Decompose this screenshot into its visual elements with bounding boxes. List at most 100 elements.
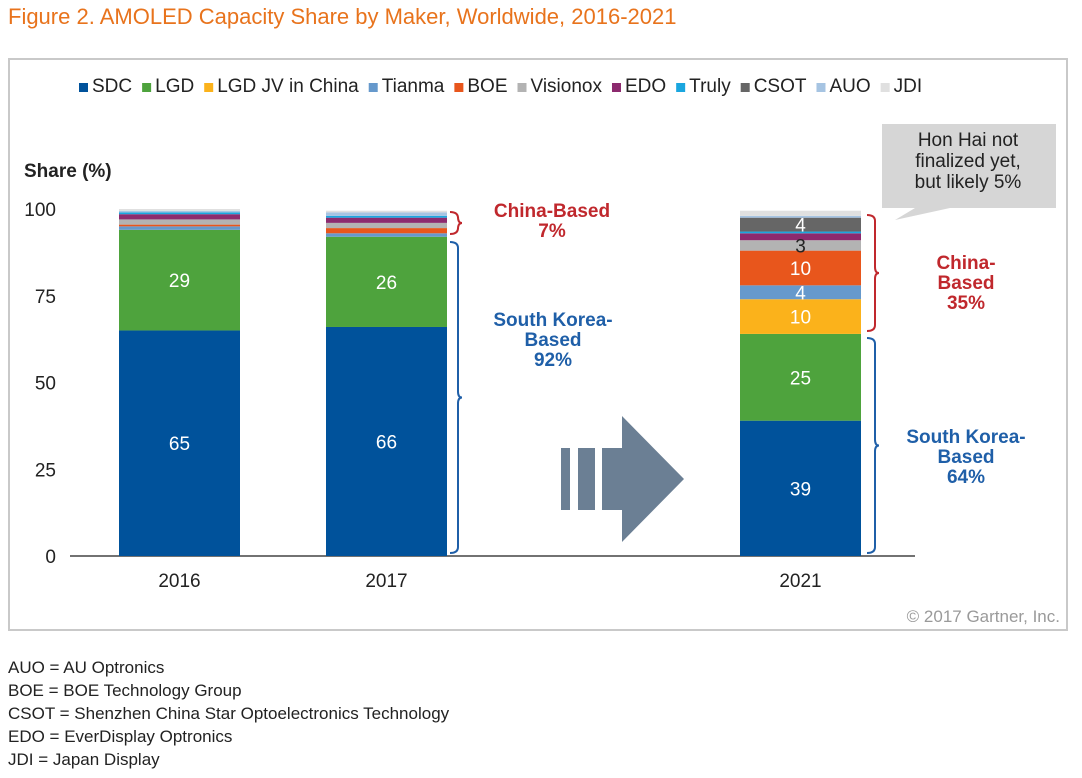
y-tick-label-0: 0 xyxy=(45,547,56,568)
brace-korea-2021 xyxy=(866,337,880,554)
bar-2017-jdi xyxy=(326,210,447,213)
bar-2016-boe xyxy=(119,224,240,227)
callout-box xyxy=(882,124,1056,220)
data-label-9: 3 xyxy=(795,236,806,257)
y-tick-label-1: 25 xyxy=(35,460,56,481)
legend-swatch-6 xyxy=(611,83,621,92)
x-tick-label-2021: 2021 xyxy=(779,571,821,592)
figure-title: Figure 2. AMOLED Capacity Share by Maker… xyxy=(8,4,677,29)
legend-swatch-7 xyxy=(676,83,686,92)
callout-line-2: but likely 5% xyxy=(915,172,1022,193)
bar-2021-auo xyxy=(740,215,861,218)
y-tick-label-3: 75 xyxy=(35,287,56,308)
arrow-stripe-2 xyxy=(578,448,595,510)
bar-2017-visionox xyxy=(326,222,447,229)
callout-line-1: finalized yet, xyxy=(915,151,1021,172)
legend-swatch-0 xyxy=(79,83,88,92)
legend-label-3: Tianma xyxy=(382,76,445,97)
x-tick-label-2017: 2017 xyxy=(365,571,407,592)
bar-2021-edo xyxy=(740,233,861,241)
south-korea-based-2017-label-line-1: Based xyxy=(524,330,581,351)
bar-2021-jdi xyxy=(740,210,861,216)
chart-frame: SDC LGD LGD JV in China Tianma BOE Visionox ED… xyxy=(8,58,1068,631)
legend-label-8: CSOT xyxy=(754,76,807,97)
china-based-2021-label-line-1: Based xyxy=(937,273,994,294)
footnote-jdi: JDI = Japan Display xyxy=(8,750,160,769)
bar-2021-lgd xyxy=(740,333,861,421)
south-korea-based-2017-label-line-2: 92% xyxy=(534,350,572,371)
callout-line-0: Hon Hai not xyxy=(918,130,1019,151)
legend-swatch-4 xyxy=(454,83,464,92)
bar-2016-visionox xyxy=(119,219,240,225)
legend-swatch-1 xyxy=(142,83,152,92)
bar-2016-sdc xyxy=(119,330,240,556)
y-tick-label-4: 100 xyxy=(24,200,56,221)
legend-label-10: JDI xyxy=(894,76,923,97)
data-label-10: 4 xyxy=(795,216,806,237)
stacked-bar-chart: SDC LGD LGD JV in China Tianma BOE Visionox ED… xyxy=(24,76,1060,626)
arrow-stripe-1 xyxy=(561,448,570,510)
x-tick-label-2016: 2016 xyxy=(158,571,200,592)
legend-label-7: Truly xyxy=(689,76,731,97)
brace-china-2021 xyxy=(866,214,880,332)
brace-korea-2017 xyxy=(449,241,463,554)
brace-china-2017 xyxy=(449,211,463,235)
footnote-csot: CSOT = Shenzhen China Star Optoelectroni… xyxy=(8,704,450,723)
south-korea-based-2021-label-line-1: Based xyxy=(937,447,994,468)
legend-swatch-2 xyxy=(204,83,214,92)
legend-swatch-3 xyxy=(368,83,378,92)
bar-2021-lgd-jv-in-china xyxy=(740,299,861,334)
bar-2021-truly xyxy=(740,231,861,234)
bar-2016-edo xyxy=(119,214,240,220)
bar-2017-boe xyxy=(326,228,447,234)
data-label-2: 66 xyxy=(376,432,397,453)
china-based-2021-label-line-0: China- xyxy=(936,253,995,274)
footnote-auo: AUO = AU Optronics xyxy=(8,658,165,677)
data-label-7: 4 xyxy=(795,283,806,304)
china-based-2021-label-line-2: 35% xyxy=(947,293,985,314)
legend-label-0: SDC xyxy=(92,76,132,97)
data-label-3: 26 xyxy=(376,273,397,294)
y-axis-label: Share (%) xyxy=(24,161,112,182)
bar-2016-auo xyxy=(119,210,240,213)
legend-label-1: LGD xyxy=(155,76,194,97)
bar-2017-sdc xyxy=(326,326,447,556)
bar-2021-sdc xyxy=(740,420,861,556)
data-label-1: 29 xyxy=(169,271,190,292)
legend-swatch-9 xyxy=(816,83,826,92)
right-arrow-icon xyxy=(602,416,684,542)
bar-2016-truly xyxy=(119,212,240,215)
bar-2017-tianma xyxy=(326,233,447,237)
legend-label-5: Visionox xyxy=(531,76,603,97)
y-tick-label-2: 50 xyxy=(35,374,56,395)
bar-2017-edo xyxy=(326,217,447,223)
bar-2021-boe xyxy=(740,250,861,286)
legend-label-2: LGD JV in China xyxy=(217,76,359,97)
legend-swatch-10 xyxy=(880,83,890,92)
bar-2017-truly xyxy=(326,215,447,218)
bar-2016-jdi xyxy=(119,209,240,211)
south-korea-based-2021-label-line-2: 64% xyxy=(947,467,985,488)
footnotes: AUO = AU Optronics BOE = BOE Technology … xyxy=(8,656,449,771)
legend-swatch-5 xyxy=(517,83,527,92)
legend-label-4: BOE xyxy=(467,76,507,97)
south-korea-based-2017-label-line-0: South Korea- xyxy=(493,310,612,331)
bar-2017-auo xyxy=(326,212,447,216)
data-label-4: 39 xyxy=(790,479,811,500)
bar-2017-lgd xyxy=(326,236,447,327)
bar-2021-csot xyxy=(740,217,861,232)
footnote-boe: BOE = BOE Technology Group xyxy=(8,681,242,700)
legend-label-9: AUO xyxy=(829,76,870,97)
china-based-2017-label-line-1: 7% xyxy=(538,221,566,242)
footnote-edo: EDO = EverDisplay Optronics xyxy=(8,727,233,746)
bar-2016-lgd xyxy=(119,229,240,331)
bar-2021-visionox xyxy=(740,240,861,251)
bar-2021-tianma xyxy=(740,285,861,300)
bar-2016-tianma xyxy=(119,226,240,230)
data-label-0: 65 xyxy=(169,434,190,455)
data-label-8: 10 xyxy=(790,259,811,280)
legend-swatch-8 xyxy=(740,83,750,92)
copyright-text: © 2017 Gartner, Inc. xyxy=(907,607,1060,626)
data-label-6: 10 xyxy=(790,308,811,329)
data-label-5: 25 xyxy=(790,368,811,389)
